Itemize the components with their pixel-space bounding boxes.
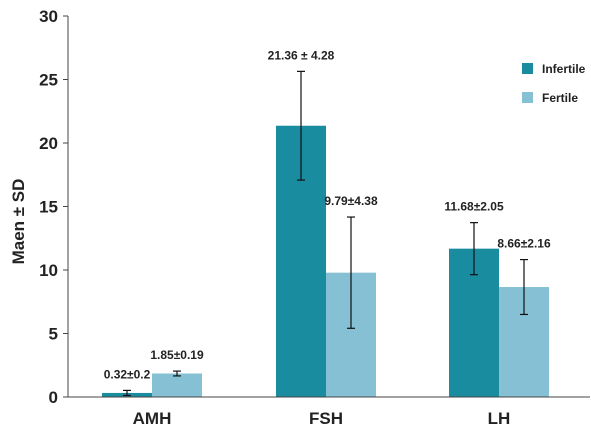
x-category-label-amh: AMH	[133, 409, 172, 428]
legend: Infertile Fertile	[522, 62, 586, 105]
y-tick-label: 10	[39, 261, 58, 280]
legend-swatch-fertile	[522, 92, 533, 103]
x-category-label-lh: LH	[488, 409, 511, 428]
y-tick-label: 5	[49, 325, 58, 344]
y-tick-label: 0	[49, 388, 58, 407]
y-axis-title: Maen ± SD	[9, 179, 28, 265]
data-label-fertile-lh: 8.66±2.16	[497, 237, 551, 251]
error-bars-layer	[123, 70, 528, 397]
data-label-fertile-amh: 1.85±0.19	[150, 348, 204, 362]
legend-label-infertile: Infertile	[542, 62, 586, 76]
legend-swatch-infertile	[522, 63, 533, 74]
y-tick-label: 30	[39, 7, 58, 26]
y-tick-label: 20	[39, 134, 58, 153]
x-category-label-fsh: FSH	[309, 409, 343, 428]
data-label-infertile-lh: 11.68±2.05	[444, 200, 504, 214]
bar-fertile-amh	[152, 373, 202, 397]
legend-label-fertile: Fertile	[542, 91, 578, 105]
y-tick-label: 15	[39, 198, 58, 217]
axes-layer: 0 5 10 15 20 25 30 AMH FSH LH Maen ± SD	[9, 7, 590, 428]
y-tick-label: 25	[39, 71, 58, 90]
data-label-infertile-amh: 0.32±0.2	[104, 367, 151, 381]
data-label-fertile-fsh: 9.79±4.38	[324, 194, 378, 208]
data-label-infertile-fsh: 21.36 ± 4.28	[268, 48, 335, 62]
labels-layer: 0.32±0.2 21.36 ± 4.28 11.68±2.05 1.85±0.19 9…	[104, 48, 551, 381]
